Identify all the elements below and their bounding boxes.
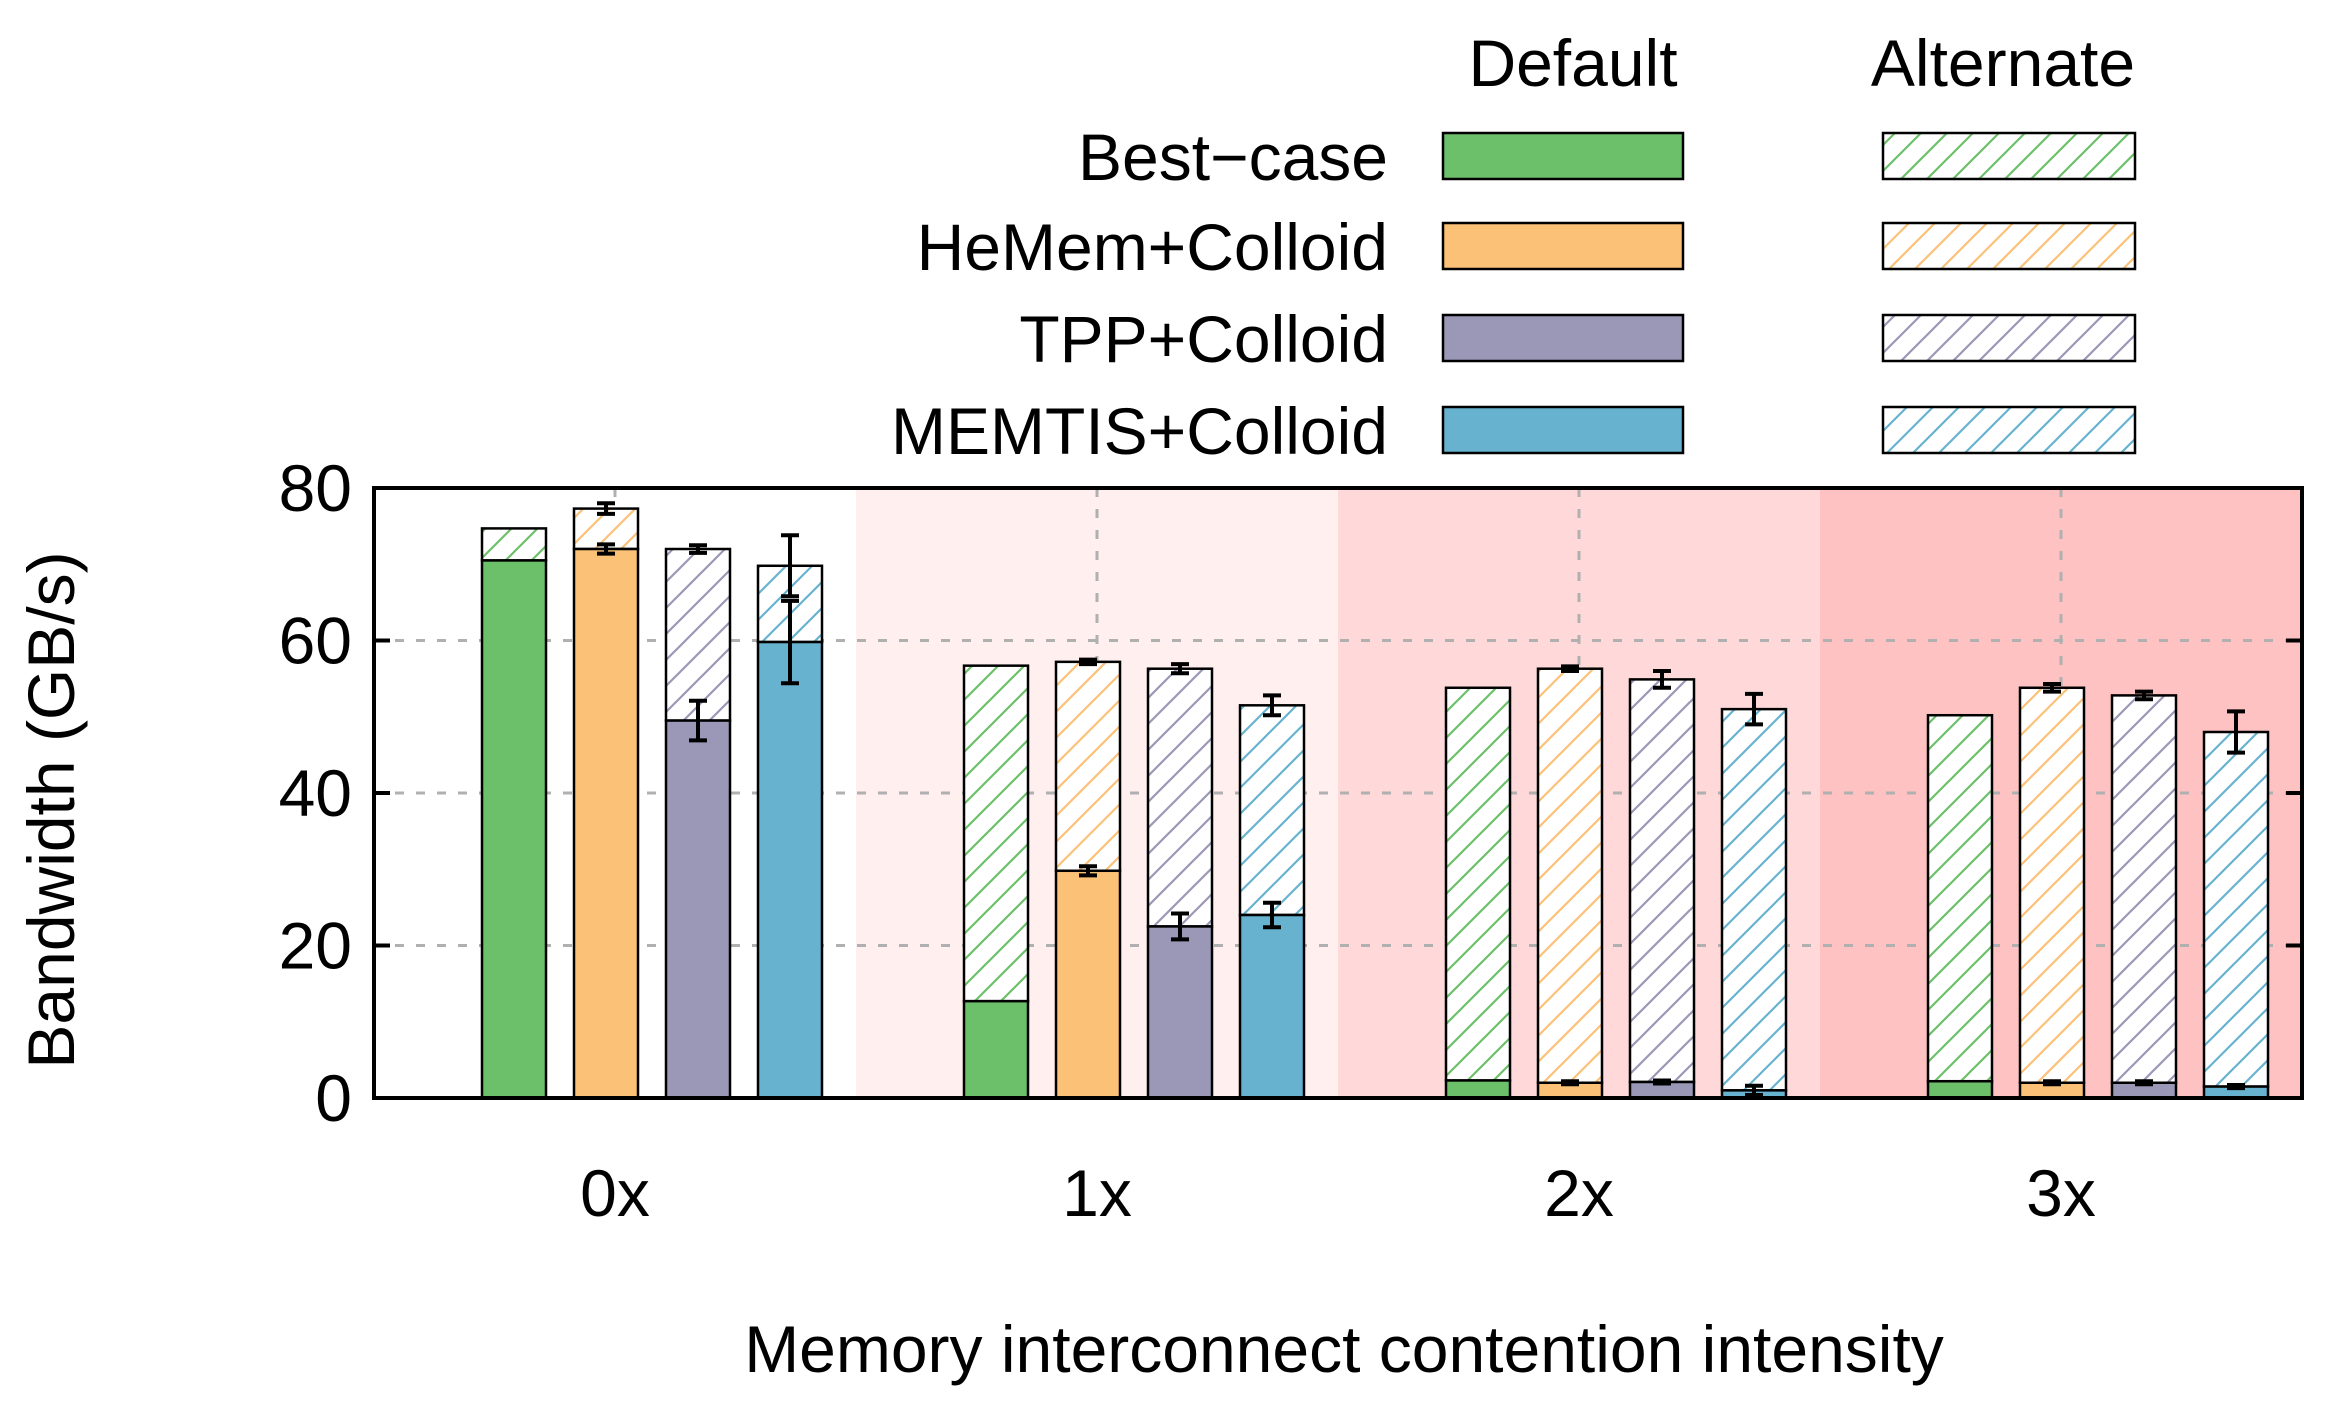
- bar-alternate-1x-2: [1146, 667, 1214, 928]
- legend-label: HeMem+Colloid: [917, 210, 1388, 284]
- legend-item: Best−case: [1078, 120, 2137, 194]
- error-bar-total-3x-2: [2135, 689, 2153, 702]
- legend-item: TPP+Colloid: [1019, 302, 2137, 376]
- error-bar-total-2x-1: [1561, 664, 1579, 673]
- error-bars: [597, 501, 2245, 1097]
- bar-default-0x-3: [756, 640, 824, 1100]
- error-bar-default-3x-2: [2135, 1079, 2153, 1087]
- error-bar-default-2x-1: [1561, 1079, 1579, 1087]
- y-axis-ticks: 0 20 40 60 80: [279, 451, 2302, 1135]
- error-bar-total-1x-1: [1079, 657, 1097, 667]
- bar-alternate-1x-1: [1054, 660, 1122, 873]
- x-axis-ticks: 0x 1x 2x 3x: [580, 1156, 2096, 1230]
- error-bar-default-2x-2: [1653, 1078, 1671, 1086]
- legend-label: MEMTIS+Colloid: [891, 394, 1388, 468]
- legend-header-alternate: Alternate: [1871, 26, 2135, 100]
- legend-swatch-alternate: [1881, 405, 2137, 455]
- bar-alternate-3x-0: [1926, 713, 1994, 1083]
- y-tick-label: 0: [315, 1061, 352, 1135]
- bar-default-1x-3: [1238, 913, 1306, 1100]
- bar-alternate-0x-0: [480, 527, 548, 562]
- error-bar-total-3x-1: [2043, 681, 2061, 694]
- legend-swatch-alternate: [1881, 221, 2137, 271]
- legend-item: MEMTIS+Colloid: [891, 394, 2137, 468]
- error-bar-total-1x-2: [1171, 662, 1189, 676]
- legend-swatch-alternate: [1881, 131, 2137, 181]
- bar-default-2x-0: [1444, 1079, 1512, 1100]
- bar-alternate-3x-1: [2018, 686, 2086, 1085]
- bar-alternate-2x-1: [1536, 667, 1604, 1085]
- bar-alternate-1x-3: [1238, 704, 1306, 917]
- bar-alternate-3x-3: [2202, 730, 2270, 1088]
- y-tick-label: 80: [279, 451, 352, 525]
- error-bar-default-1x-2: [1171, 911, 1189, 942]
- bar-alternate-0x-2: [664, 547, 732, 722]
- bar-alternate-2x-3: [1720, 707, 1788, 1092]
- legend-label: TPP+Colloid: [1019, 302, 1388, 376]
- legend-header-default: Default: [1468, 26, 1677, 100]
- bar-default-1x-0: [962, 999, 1030, 1100]
- bar-alternate-1x-0: [962, 664, 1030, 1003]
- error-bar-total-2x-2: [1653, 669, 1671, 690]
- legend-swatch-default: [1441, 405, 1685, 455]
- error-bar-default-0x-3: [781, 598, 799, 686]
- error-bar-default-2x-3: [1745, 1083, 1763, 1097]
- error-bar-total-0x-3: [781, 533, 799, 599]
- bar-default-0x-1: [572, 547, 640, 1100]
- x-tick-label: 3x: [2026, 1156, 2096, 1230]
- x-tick-label: 1x: [1062, 1156, 1132, 1230]
- bar-alternate-2x-0: [1444, 686, 1512, 1082]
- error-bar-total-0x-2: [689, 543, 707, 555]
- error-bar-default-3x-3: [2227, 1083, 2245, 1091]
- bar-default-1x-2: [1146, 925, 1214, 1100]
- y-tick-label: 60: [279, 604, 352, 678]
- error-bar-default-1x-1: [1079, 864, 1097, 878]
- legend-item: HeMem+Colloid: [917, 210, 2137, 284]
- legend-swatch-default: [1441, 221, 1685, 271]
- legend-label: Best−case: [1078, 120, 1388, 194]
- x-tick-label: 2x: [1544, 1156, 1614, 1230]
- legend-swatch-default: [1441, 131, 1685, 181]
- bar-default-3x-0: [1926, 1079, 1994, 1100]
- bar-default-0x-2: [664, 719, 732, 1100]
- error-bar-total-3x-3: [2227, 709, 2245, 755]
- x-tick-label: 0x: [580, 1156, 650, 1230]
- y-tick-label: 40: [279, 756, 352, 830]
- legend-swatch-alternate: [1881, 313, 2137, 363]
- error-bar-total-0x-1: [597, 501, 615, 516]
- error-bar-default-1x-3: [1263, 900, 1281, 930]
- error-bar-default-3x-1: [2043, 1079, 2061, 1087]
- bar-default-0x-0: [480, 559, 548, 1100]
- y-tick-label: 20: [279, 909, 352, 983]
- error-bar-default-0x-2: [689, 698, 707, 743]
- y-axis-label: Bandwidth (GB/s): [14, 551, 88, 1068]
- error-bar-total-1x-3: [1263, 693, 1281, 718]
- bar-alternate-2x-2: [1628, 678, 1696, 1084]
- x-axis-label: Memory interconnect contention intensity: [744, 1312, 1944, 1386]
- bar-default-1x-1: [1054, 869, 1122, 1100]
- legend-swatch-default: [1441, 313, 1685, 363]
- bar-alternate-3x-2: [2110, 694, 2178, 1085]
- error-bar-default-0x-1: [597, 542, 615, 556]
- legend: Default Alternate Best−case HeMem+Colloid…: [891, 26, 2137, 468]
- error-bar-total-2x-3: [1745, 691, 1763, 727]
